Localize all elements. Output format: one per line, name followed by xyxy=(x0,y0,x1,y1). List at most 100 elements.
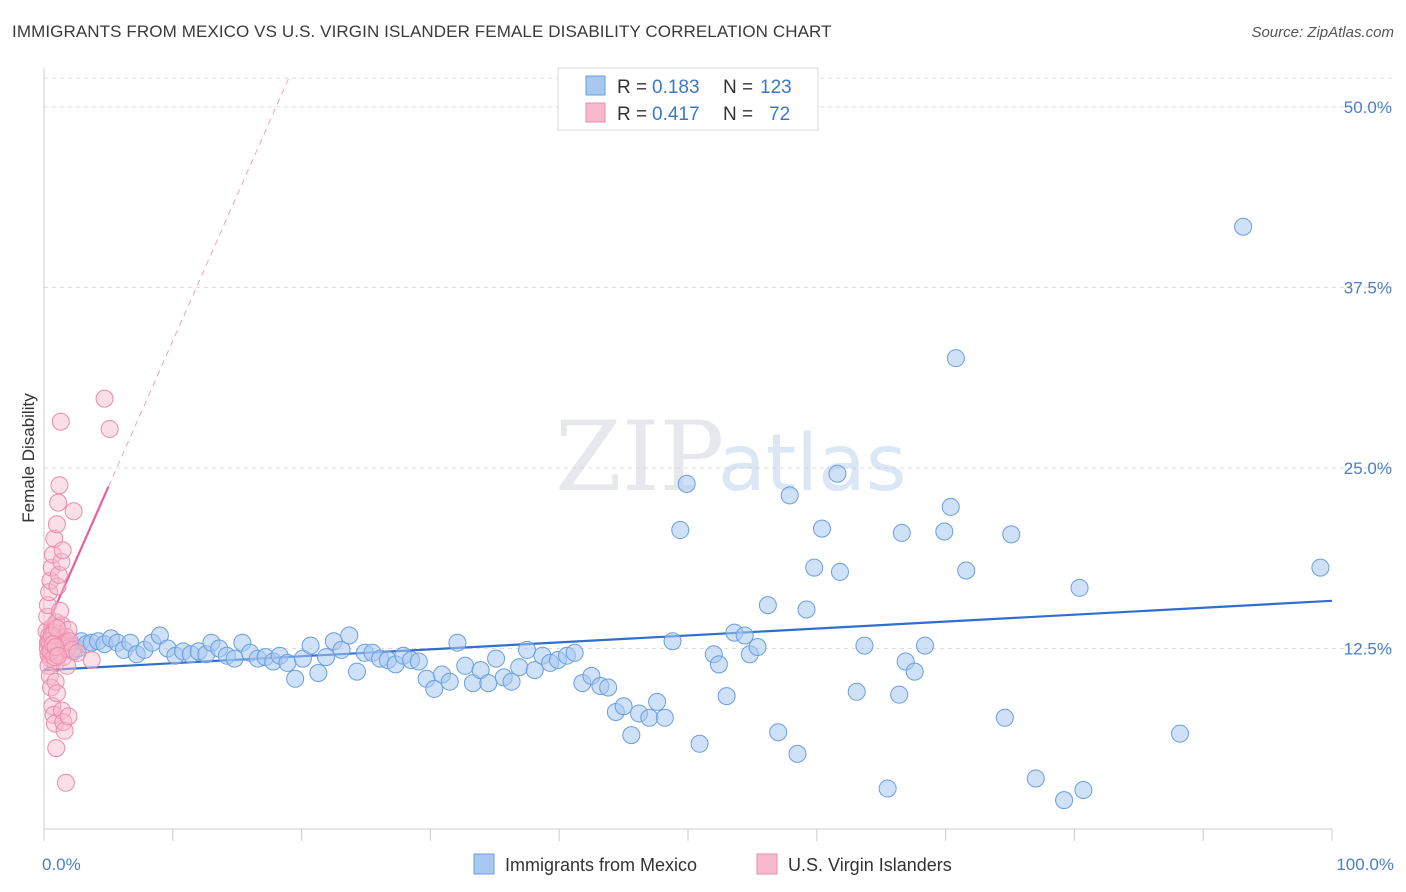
point-mexico xyxy=(225,649,244,668)
point-mexico xyxy=(599,678,618,697)
point-mexico xyxy=(655,708,674,727)
point-virgin-islanders xyxy=(47,739,66,758)
y-tick-label: 50.0% xyxy=(1344,98,1392,117)
points-layer xyxy=(37,217,1330,810)
y-tick-label: 37.5% xyxy=(1344,278,1392,297)
point-mexico xyxy=(622,726,641,745)
legend-swatch-blue xyxy=(585,75,606,96)
point-mexico xyxy=(1055,791,1074,810)
trendline-virgin-islanders-extension xyxy=(107,77,290,487)
point-mexico xyxy=(1002,525,1021,544)
point-mexico xyxy=(1026,769,1045,788)
point-mexico xyxy=(1070,578,1089,597)
point-mexico xyxy=(946,349,965,368)
point-mexico xyxy=(1234,217,1253,236)
point-virgin-islanders xyxy=(52,552,71,571)
point-mexico xyxy=(890,685,909,704)
watermark: ZIP atlas xyxy=(555,401,907,513)
point-virgin-islanders xyxy=(47,619,66,638)
point-mexico xyxy=(797,600,816,619)
point-mexico xyxy=(735,626,754,645)
point-mexico xyxy=(748,638,767,657)
legend-n-label-1: N = xyxy=(723,77,753,98)
point-mexico xyxy=(677,474,696,493)
point-virgin-islanders xyxy=(47,515,66,534)
point-mexico xyxy=(487,649,506,668)
point-mexico xyxy=(448,633,467,652)
point-virgin-islanders xyxy=(47,684,66,703)
point-virgin-islanders xyxy=(55,721,74,740)
point-virgin-islanders xyxy=(49,493,68,512)
legend-r-value-2: 0.417 xyxy=(652,104,700,125)
legend-n-label-2: N = xyxy=(723,104,753,125)
point-virgin-islanders xyxy=(82,651,101,670)
point-virgin-islanders xyxy=(51,412,70,431)
y-axis-label: Female Disability xyxy=(19,393,38,523)
point-mexico xyxy=(663,632,682,651)
point-mexico xyxy=(286,669,305,688)
point-virgin-islanders xyxy=(59,620,78,639)
point-mexico xyxy=(671,521,690,540)
point-virgin-islanders xyxy=(100,419,119,438)
point-mexico xyxy=(525,661,544,680)
trend-layer xyxy=(42,77,1333,672)
point-mexico xyxy=(935,522,954,541)
point-mexico xyxy=(1171,724,1190,743)
series-legend-swatch-pink xyxy=(756,853,778,875)
point-virgin-islanders xyxy=(56,773,75,792)
point-mexico xyxy=(690,734,709,753)
point-mexico xyxy=(425,679,444,698)
x-tick-label: 100.0% xyxy=(1336,855,1394,874)
point-virgin-islanders xyxy=(46,672,65,691)
series-legend-label-2: U.S. Virgin Islanders xyxy=(788,855,952,875)
point-mexico xyxy=(456,656,475,675)
point-virgin-islanders xyxy=(64,502,83,521)
point-virgin-islanders xyxy=(95,389,114,408)
point-virgin-islanders xyxy=(42,558,61,577)
legend-n-value-1: 123 xyxy=(760,77,792,98)
point-mexico xyxy=(510,658,529,677)
source-credit: Source: ZipAtlas.com xyxy=(1251,24,1394,41)
point-mexico xyxy=(309,664,328,683)
point-mexico xyxy=(614,697,633,716)
point-mexico xyxy=(565,643,584,662)
series-legend-label-1: Immigrants from Mexico xyxy=(505,855,697,875)
legend-r-label-1: R = xyxy=(617,77,647,98)
point-mexico xyxy=(812,519,831,538)
series-legend-swatch-blue xyxy=(473,853,495,875)
point-mexico xyxy=(905,662,924,681)
point-mexico xyxy=(855,636,874,655)
legend-r-label-2: R = xyxy=(617,104,647,125)
point-virgin-islanders xyxy=(51,601,70,620)
point-mexico xyxy=(878,779,897,798)
watermark-zip: ZIP xyxy=(555,401,724,513)
point-mexico xyxy=(518,640,536,659)
point-virgin-islanders xyxy=(58,656,77,675)
point-mexico xyxy=(769,723,788,742)
point-mexico xyxy=(340,626,359,645)
series-legend: Immigrants from Mexico U.S. Virgin Islan… xyxy=(473,853,952,875)
legend-r-value-1: 0.183 xyxy=(652,77,700,98)
point-virgin-islanders xyxy=(68,643,87,662)
legend-swatch-pink xyxy=(585,102,606,123)
point-mexico xyxy=(278,653,297,672)
point-mexico xyxy=(301,636,320,655)
trendline-virgin-islanders xyxy=(42,486,110,634)
chart-title: IMMIGRANTS FROM MEXICO VS U.S. VIRGIN IS… xyxy=(12,22,832,41)
point-mexico xyxy=(347,662,366,681)
point-mexico xyxy=(758,596,777,615)
point-virgin-islanders xyxy=(59,707,78,726)
axes-layer xyxy=(43,68,1333,841)
point-mexico xyxy=(409,652,428,671)
point-mexico xyxy=(805,558,824,577)
x-tick-label: 0.0% xyxy=(42,855,81,874)
point-mexico xyxy=(941,497,960,516)
point-mexico xyxy=(502,672,521,691)
point-mexico xyxy=(479,674,498,693)
watermark-atlas: atlas xyxy=(718,419,907,509)
y-tick-label: 12.5% xyxy=(1344,639,1392,658)
point-mexico xyxy=(788,744,807,763)
point-mexico xyxy=(440,672,459,691)
point-mexico xyxy=(828,464,847,483)
